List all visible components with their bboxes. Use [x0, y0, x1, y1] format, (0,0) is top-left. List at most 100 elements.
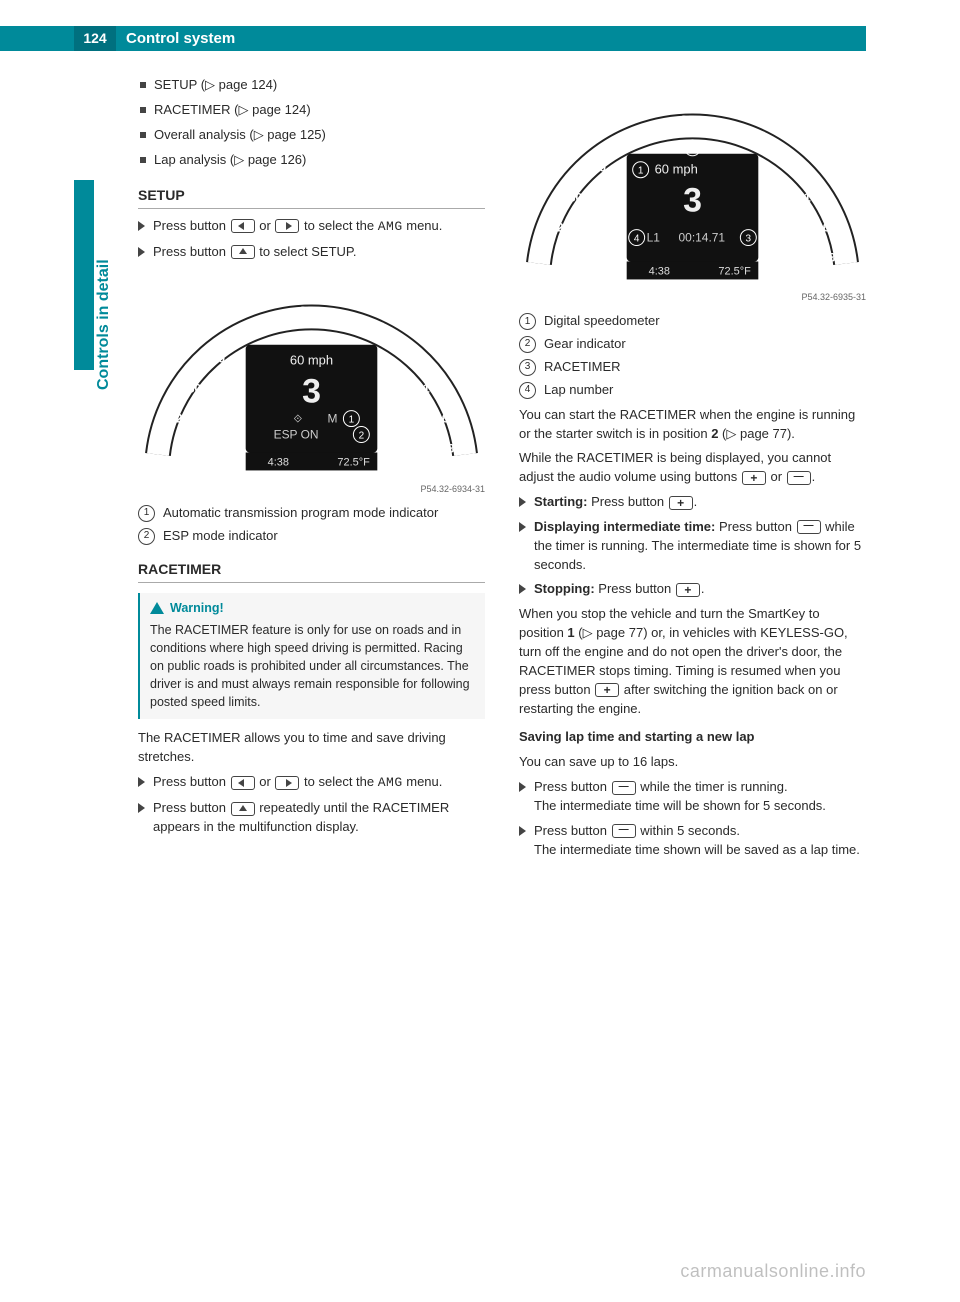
paragraph: While the RACETIMER is being displayed, …: [519, 449, 866, 487]
t: Press button: [153, 800, 230, 815]
step-icon: [138, 803, 145, 813]
t: within 5 seconds.: [637, 823, 740, 838]
svg-text:80: 80: [300, 304, 314, 318]
svg-text:3: 3: [683, 182, 702, 220]
right-arrow-button-icon: [275, 219, 299, 233]
paragraph: You can save up to 16 laps.: [519, 753, 866, 772]
left-arrow-button-icon: [231, 219, 255, 233]
callout-num: 3: [519, 359, 536, 376]
watermark: carmanualsonline.info: [680, 1258, 866, 1284]
step-text: Press button repeatedly until the RACETI…: [153, 799, 485, 837]
step: Press button repeatedly until the RACETI…: [138, 799, 485, 837]
svg-text:20: 20: [176, 412, 190, 426]
plus-button-icon: [676, 583, 700, 597]
svg-text:2: 2: [359, 431, 365, 442]
warning-label: Warning!: [170, 599, 224, 617]
svg-text:160: 160: [435, 412, 455, 426]
svg-text:70: 70: [268, 312, 282, 326]
step-icon: [138, 247, 145, 257]
svg-text:10: 10: [553, 250, 567, 264]
up-arrow-button-icon: [231, 802, 255, 816]
step-icon: [138, 777, 145, 787]
svg-text:90: 90: [714, 117, 728, 131]
svg-text:70: 70: [649, 121, 663, 135]
svg-text:140: 140: [423, 382, 443, 396]
svg-text:3: 3: [746, 234, 752, 245]
minus-button-icon: [797, 520, 821, 534]
step-text: Press button while the timer is running.…: [534, 778, 826, 816]
right-column: 102030 506070 8090100 110140160 180 60 m…: [519, 76, 866, 865]
image-ref: P54.32-6935-31: [519, 291, 866, 304]
step: Press button to select SETUP.: [138, 243, 485, 262]
amg-label: AMG: [378, 219, 403, 234]
t: The intermediate time will be shown for …: [534, 798, 826, 813]
t: Press button: [153, 774, 230, 789]
svg-text:ESP ON: ESP ON: [274, 428, 319, 442]
t: Press button: [153, 218, 230, 233]
svg-text:M: M: [327, 412, 337, 426]
minus-button-icon: [612, 824, 636, 838]
svg-text:110: 110: [395, 342, 415, 356]
t: (▷ page 77).: [718, 426, 794, 441]
step-icon: [519, 584, 526, 594]
content-columns: SETUP (▷ page 124) RACETIMER (▷ page 124…: [138, 26, 866, 865]
page: 124 Control system Controls in detail SE…: [0, 0, 960, 1302]
left-arrow-button-icon: [231, 776, 255, 790]
callout-num: 2: [138, 528, 155, 545]
svg-text:2: 2: [690, 144, 696, 155]
paragraph: When you stop the vehicle and turn the S…: [519, 605, 866, 718]
callout-text: Digital speedometer: [544, 312, 660, 331]
racetimer-heading: RACETIMER: [138, 559, 485, 582]
bullet-list: SETUP (▷ page 124) RACETIMER (▷ page 124…: [138, 76, 485, 169]
paragraph: You can start the RACETIMER when the eng…: [519, 406, 866, 444]
step: Press button while the timer is running.…: [519, 778, 866, 816]
svg-text:3: 3: [302, 373, 321, 411]
callout-row: 4Lap number: [519, 381, 866, 400]
warning-triangle-icon: [150, 602, 164, 614]
t: Press button: [534, 823, 611, 838]
svg-text:00:14.71: 00:14.71: [679, 231, 726, 245]
svg-text:80: 80: [681, 113, 695, 127]
svg-text:140: 140: [804, 191, 824, 205]
gauge-figure-racetimer: 102030 506070 8090100 110140160 180 60 m…: [519, 84, 866, 283]
plus-button-icon: [669, 496, 693, 510]
t: while the timer is running.: [637, 779, 788, 794]
svg-text:1: 1: [349, 415, 355, 426]
bullet-text: SETUP (▷ page 124): [154, 76, 277, 95]
up-arrow-button-icon: [231, 245, 255, 259]
list-item: RACETIMER (▷ page 124): [138, 101, 485, 120]
callout-row: 1Automatic transmission program mode ind…: [138, 504, 485, 523]
callout-num: 1: [138, 505, 155, 522]
bullet-text: RACETIMER (▷ page 124): [154, 101, 311, 120]
callout-row: 1Digital speedometer: [519, 312, 866, 331]
step-text: Stopping: Press button .: [534, 580, 705, 599]
svg-text:100: 100: [746, 129, 766, 143]
step-text: Starting: Press button .: [534, 493, 697, 512]
t: or: [256, 218, 275, 233]
svg-text:⟐: ⟐: [294, 414, 303, 426]
amg-label: AMG: [378, 775, 403, 790]
callout-row: 2Gear indicator: [519, 335, 866, 354]
step-icon: [519, 497, 526, 507]
bullet-icon: [140, 132, 146, 138]
t: .: [812, 469, 816, 484]
svg-text:4:38: 4:38: [649, 265, 670, 277]
svg-text:60: 60: [238, 328, 252, 342]
svg-text:20: 20: [557, 221, 571, 235]
svg-text:50: 50: [212, 352, 226, 366]
svg-text:1: 1: [638, 166, 644, 177]
step: Stopping: Press button .: [519, 580, 866, 599]
list-item: SETUP (▷ page 124): [138, 76, 485, 95]
step-text: Press button to select SETUP.: [153, 243, 357, 262]
right-arrow-button-icon: [275, 776, 299, 790]
warning-head: Warning!: [150, 593, 475, 621]
svg-text:30: 30: [569, 191, 583, 205]
svg-text:30: 30: [188, 382, 202, 396]
svg-text:90: 90: [333, 308, 347, 322]
step: Press button within 5 seconds. The inter…: [519, 822, 866, 860]
t: You can start the RACETIMER when the eng…: [519, 407, 855, 441]
callout-row: 2ESP mode indicator: [138, 527, 485, 546]
svg-text:72.5°F: 72.5°F: [337, 457, 370, 469]
plus-button-icon: [742, 471, 766, 485]
t: Press button: [595, 581, 675, 596]
